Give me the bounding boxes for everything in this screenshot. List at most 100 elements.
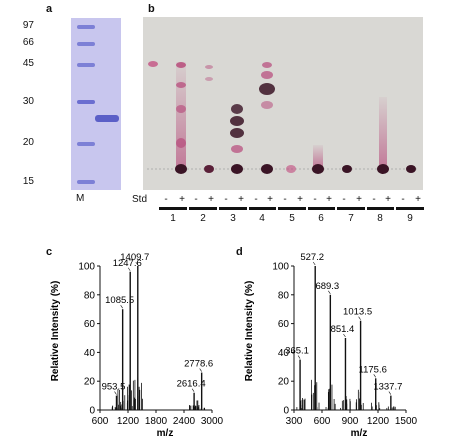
lane-number-4: 4 [259,213,265,224]
x-tick-label: 2400 [173,416,196,427]
peak-label-1337.7: 1337.7 [373,382,402,393]
mass-spectrum-c: Relative Intensity (%) m/z 0 20 40 60 80 100 6… [50,252,224,439]
y-tick-label: 40 [84,348,96,359]
y-tick-label: 40 [278,348,290,359]
y-axis-label: Relative Intensity (%) [244,281,255,382]
protein-band [95,115,119,122]
x-tick-label: 1500 [395,416,418,427]
peak-label-689.3: 689.3 [315,281,339,292]
peak-leader [127,267,131,271]
peak-label-1013.5: 1013.5 [343,307,372,318]
lane-5-spots [286,165,296,173]
lane-6-spots [312,145,324,174]
x-tick-label: 600 [314,416,331,427]
sds-page-gel [71,18,121,190]
marker-lane-label: M [76,193,85,204]
sign-1a: - [164,194,168,205]
y-axis-label: Relative Intensity (%) [50,281,61,382]
lane-3-spots [230,104,244,174]
marker-band-66 [77,42,95,46]
lane-7-spots [342,165,352,173]
sign-1b: + [179,194,185,205]
y-tick-label: 0 [283,406,289,417]
mass-spectrum-d: Relative Intensity (%) m/z 0 20 40 60 80 100 3… [244,252,418,439]
sign-3a: - [224,194,228,205]
lane-bar-1 [159,207,187,210]
peak-leader [120,305,123,309]
spot [231,145,243,153]
origin-spot [204,165,214,173]
marker-band-97 [77,25,95,29]
peak-label-1175.6: 1175.6 [359,364,387,375]
marker-label-30: 30 [22,96,34,107]
peak-label-2616.4: 2616.4 [177,379,206,390]
marker-label-20: 20 [22,137,34,148]
sign-3b: + [238,194,244,205]
spot [231,104,243,114]
lane-number-1: 1 [170,213,176,224]
std-label: Std [132,194,148,205]
peak-label-1085.5: 1085.5 [105,295,134,306]
spot [230,116,244,126]
lane-4-spots [259,62,275,174]
marker-band-20 [77,142,95,146]
y-tick-label: 20 [278,377,290,388]
y-tick-label: 100 [272,262,289,273]
spot [176,105,186,113]
x-axis-label: m/z [351,428,368,439]
peak-leader [328,290,331,294]
origin-spot [312,164,324,174]
peak-leader [343,333,346,338]
marker-band-30 [77,100,95,104]
peak-leader [312,261,316,266]
peak-leader [388,391,392,395]
x-tick-label: 3000 [201,416,224,427]
smear [379,97,387,167]
marker-label-66: 66 [22,37,34,48]
origin-spot [261,164,273,174]
x-tick-label: 1200 [367,416,390,427]
peak-leader [199,368,202,372]
marker-lane [77,25,95,184]
peak-leader [358,316,361,320]
peak-label-527.2: 527.2 [300,252,324,263]
peak-leader [373,374,376,378]
peak-leader [191,388,195,392]
tlc-plate [143,17,423,190]
peak-leader [297,355,301,359]
marker-band-15 [77,180,95,184]
panel-b-letter: b [148,3,155,15]
lane-number-9: 9 [407,213,413,224]
peak-label-1247.6: 1247.6 [113,258,142,269]
spot [259,83,275,95]
peak-label-1409.7: 1409.7 [120,252,149,263]
lane-bar-3 [219,207,247,210]
peak-leader [114,391,117,395]
lane-number-8: 8 [377,213,383,224]
lane-number-6: 6 [318,213,324,224]
lane-9-spots [406,165,416,173]
peak-label-2778.6: 2778.6 [184,359,213,370]
sign-2a: - [194,194,198,205]
spot [262,62,272,68]
lane-number-3: 3 [230,213,236,224]
lane-bar-2 [189,207,217,210]
origin-spot [175,164,187,174]
smear [176,62,186,167]
spot [230,128,244,138]
x-tick-label: 900 [342,416,359,427]
sign-4a: - [254,194,258,205]
lane-2-spots [204,65,214,173]
tlc-background [143,17,423,190]
spot [205,65,213,69]
lane-number-7: 7 [348,213,354,224]
lane-bar-5 [278,207,306,210]
smear [313,145,323,167]
spot [176,62,186,68]
peak-label-953.5: 953.5 [102,382,126,393]
sign-8b: + [385,194,391,205]
marker-label-15: 15 [22,176,34,187]
sign-9a: - [401,194,405,205]
origin-spot [406,165,416,173]
spot [261,101,273,109]
